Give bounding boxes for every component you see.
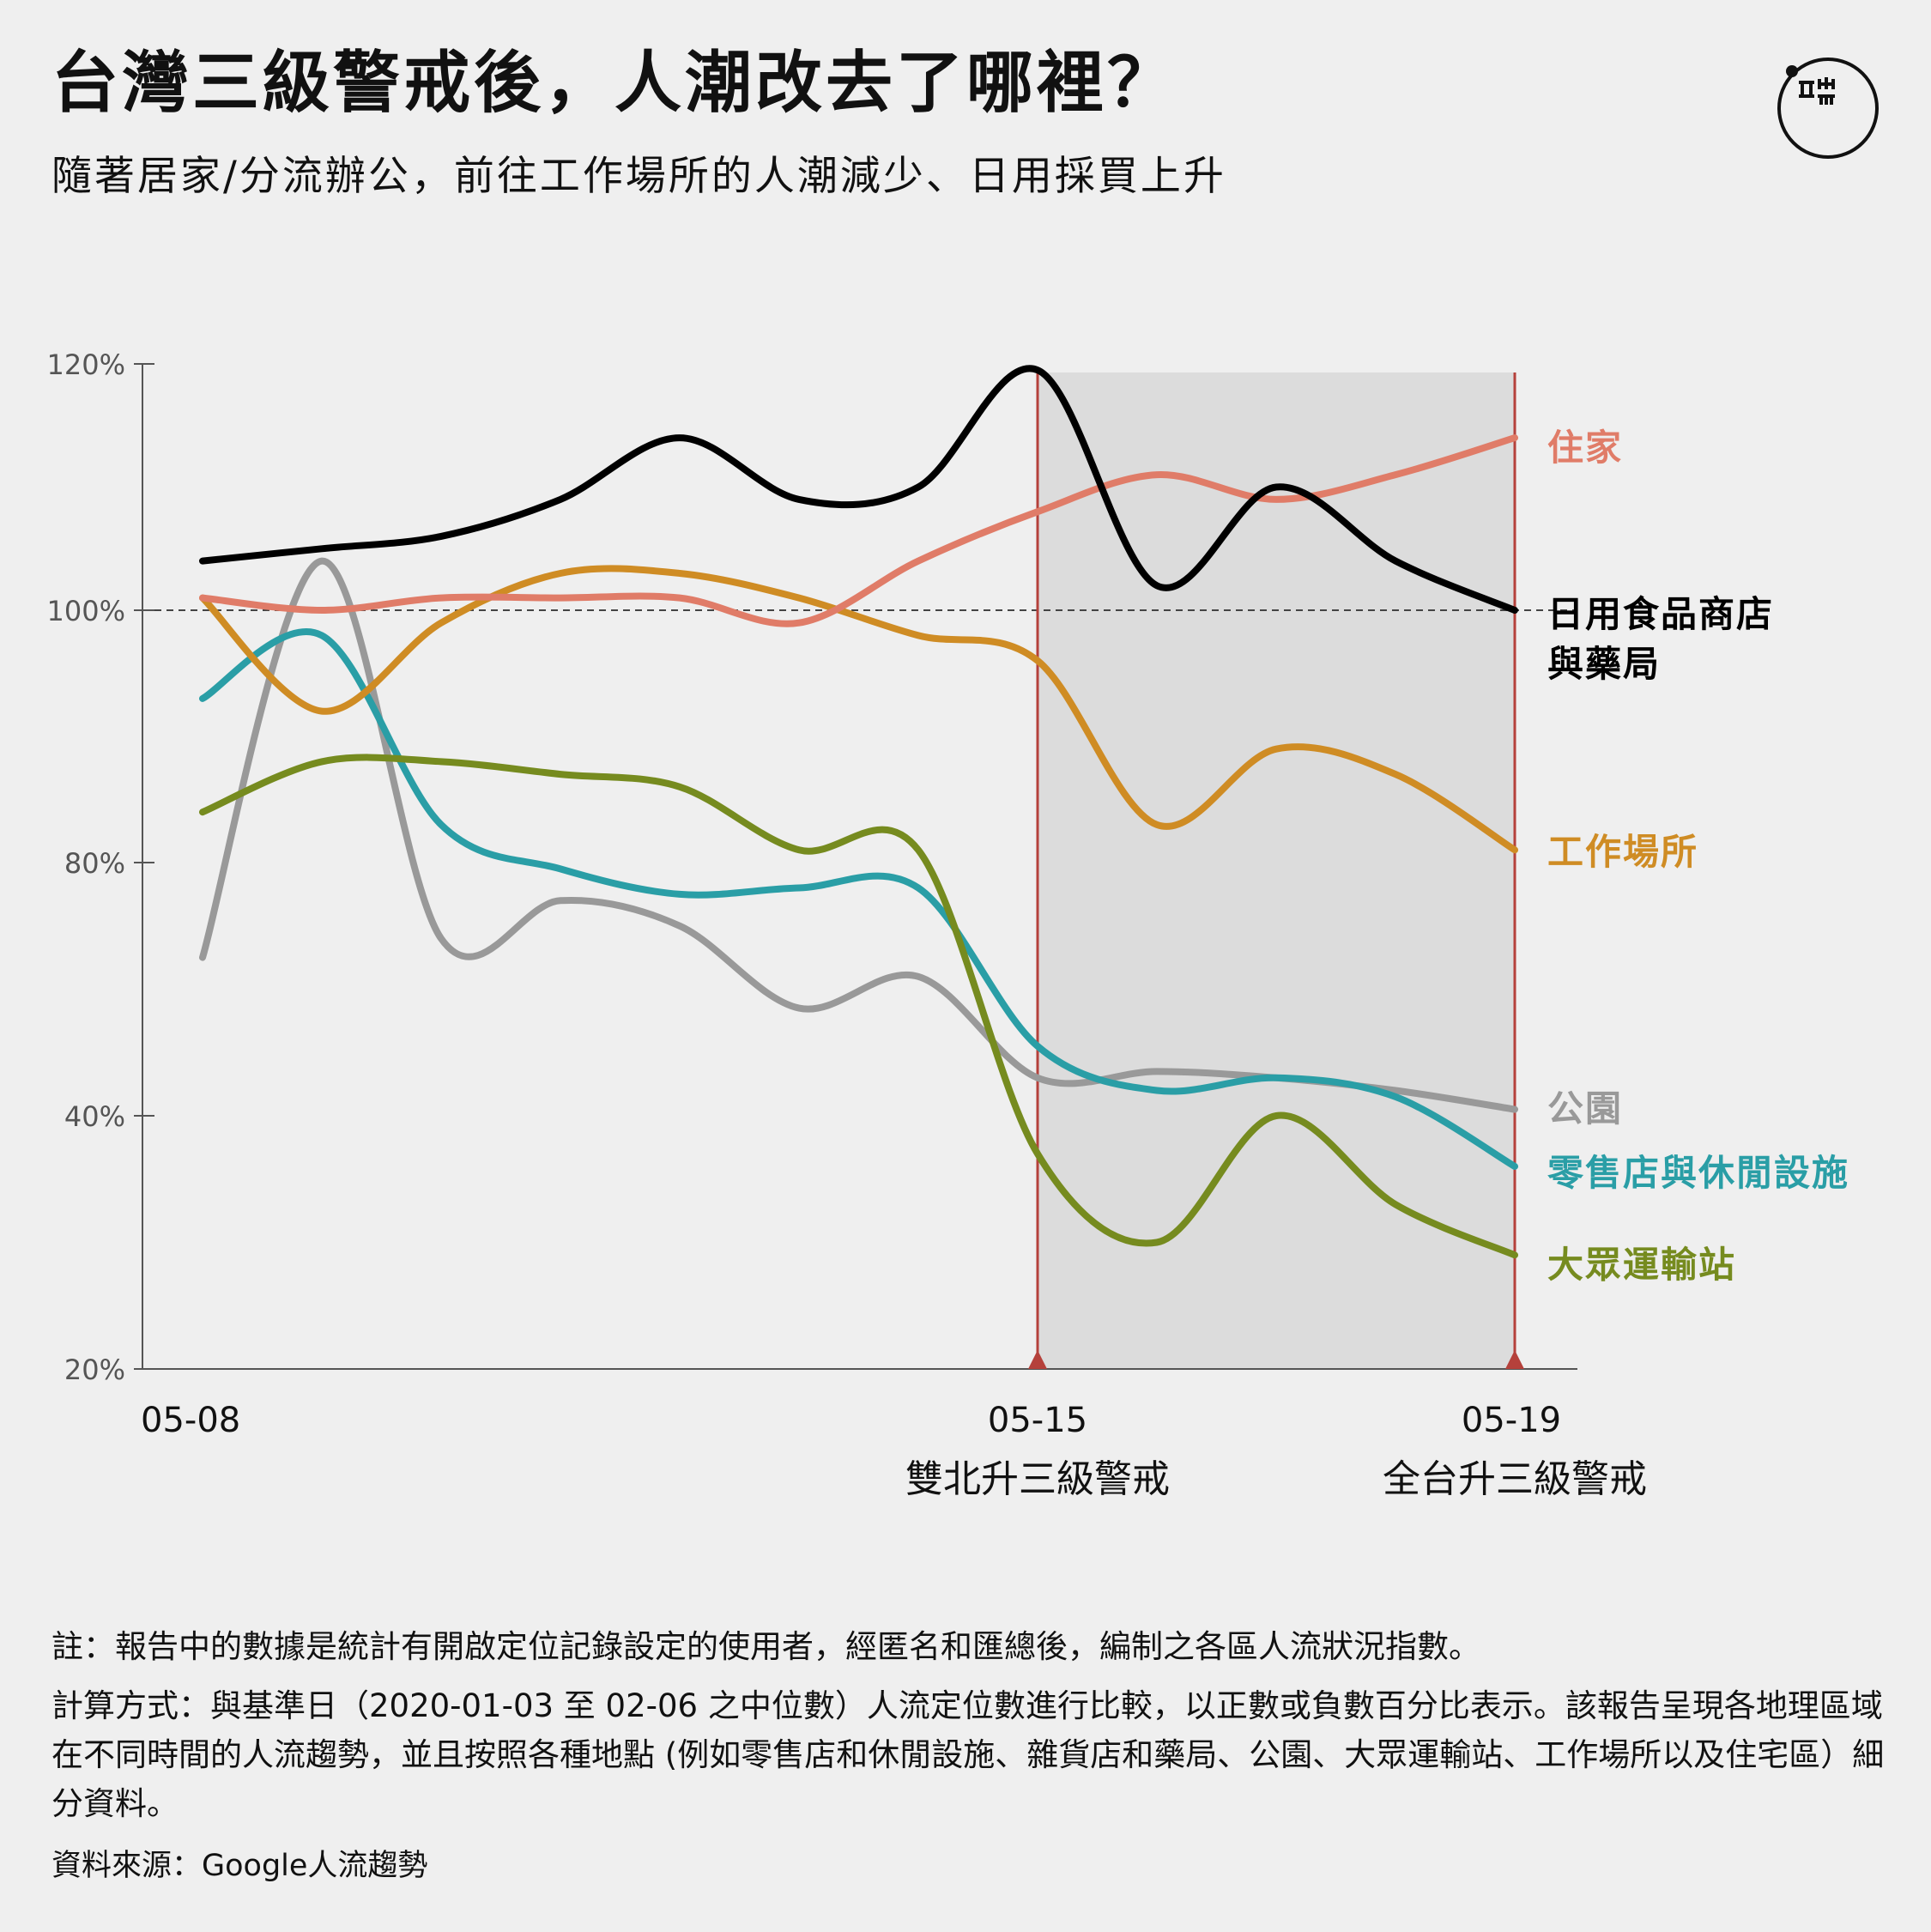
- series-label-6: 大眾運輸站: [1547, 1244, 1736, 1286]
- x-tick-label: 05-08: [141, 1401, 240, 1440]
- series-line-5: [199, 628, 1518, 1170]
- series-label-4: 公園: [1547, 1087, 1623, 1130]
- event-marker-1: [1028, 1350, 1047, 1369]
- note-text: 註：報告中的數據是統計有開啟定位記錄設定的使用者，經匿名和匯總後，編制之各區人流…: [51, 1628, 1480, 1665]
- line-chart: 20% 40% 80% 100% 120% 雙北升三級警戒 全台升三級警戒 05-08 05-1…: [47, 348, 1849, 1501]
- footnotes: 註：報告中的數據是統計有開啟定位記錄設定的使用者，經匿名和匯總後，編制之各區人流…: [51, 1622, 1888, 1828]
- series-line-1: [199, 434, 1518, 627]
- y-tick-label: 80%: [64, 847, 125, 880]
- event-marker-2: [1505, 1350, 1524, 1369]
- y-tick-label: 120%: [47, 348, 125, 381]
- chart-subtitle: 隨著居家/分流辦公，前往工作場所的人潮減少、日用採買上升: [51, 153, 1226, 200]
- series-label-5: 零售店與休閒設施: [1547, 1152, 1849, 1194]
- y-tick-label: 100%: [47, 595, 125, 627]
- series-line-3: [199, 565, 1518, 854]
- method-text: 計算方式：與基準日（2020-01-03 至 02-06 之中位數）人流定位數進…: [51, 1687, 1885, 1822]
- series-line-2: [199, 365, 1518, 614]
- series-label-1: 住家: [1547, 427, 1623, 469]
- y-tick-label: 40%: [64, 1100, 125, 1133]
- shaded-range: [1038, 372, 1515, 1369]
- y-tick-label: 20%: [64, 1354, 125, 1386]
- series-line-6: [199, 754, 1518, 1259]
- series-label-2: 日用食品商店: [1547, 593, 1774, 635]
- event-label-2: 全台升三級警戒: [1383, 1457, 1647, 1501]
- chart-title: 台灣三級警戒後，人潮改去了哪裡？: [51, 45, 1178, 122]
- series-label-2: 與藥局: [1547, 643, 1661, 685]
- event-label-1: 雙北升三級警戒: [905, 1457, 1170, 1501]
- x-tick-label: 05-19: [1462, 1401, 1561, 1440]
- x-tick-label: 05-15: [988, 1401, 1087, 1440]
- theinitium-logo-icon: [1777, 58, 1879, 159]
- source-text: 資料來源：Google人流趨勢: [51, 1849, 428, 1883]
- series-label-3: 工作場所: [1547, 831, 1698, 873]
